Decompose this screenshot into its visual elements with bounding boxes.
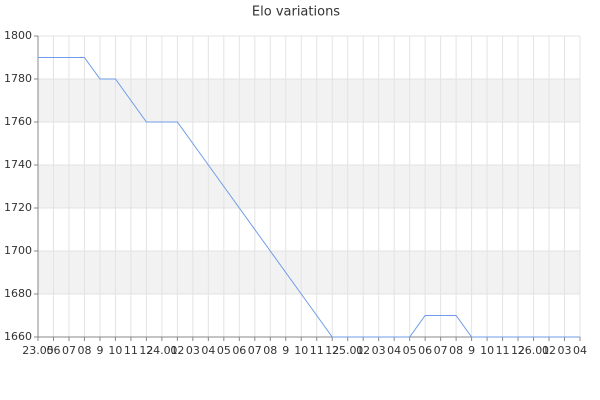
y-tick-label: 1720	[4, 201, 32, 214]
x-tick-label: 07	[62, 344, 76, 357]
grid-band	[38, 251, 580, 294]
x-tick-label: 9	[282, 344, 289, 357]
y-tick-label: 1680	[4, 287, 32, 300]
y-tick-label: 1780	[4, 72, 32, 85]
y-tick-label: 1760	[4, 115, 32, 128]
x-tick-label: 26.01	[518, 344, 550, 357]
x-tick-label: 04	[573, 344, 587, 357]
chart-title: Elo variations	[252, 5, 340, 20]
x-tick-label: 08	[263, 344, 277, 357]
x-tick-label: 08	[449, 344, 463, 357]
x-tick-label: 07	[248, 344, 262, 357]
x-tick-label: 04	[201, 344, 215, 357]
data-line	[38, 57, 580, 338]
x-tick-label: 10	[108, 344, 122, 357]
x-tick-label: 06	[418, 344, 432, 357]
y-tick-label: 1700	[4, 244, 32, 257]
x-tick-label: 11	[496, 344, 510, 357]
y-tick-label: 1660	[4, 330, 32, 343]
grid-band	[38, 165, 580, 208]
x-tick-label: 11	[124, 344, 138, 357]
x-tick-label: 05	[403, 344, 417, 357]
x-tick-label: 24.01	[146, 344, 178, 357]
y-tick-label: 1800	[4, 29, 32, 42]
x-tick-label: 06	[232, 344, 246, 357]
x-tick-label: 9	[96, 344, 103, 357]
x-tick-label: 02	[170, 344, 184, 357]
x-tick-label: 9	[468, 344, 475, 357]
x-tick-label: 23.05	[22, 344, 54, 357]
grid-band	[38, 79, 580, 122]
x-tick-label: 07	[434, 344, 448, 357]
x-tick-label: 06	[46, 344, 60, 357]
x-tick-label: 12	[325, 344, 339, 357]
x-tick-label: 04	[387, 344, 401, 357]
y-tick-label: 1740	[4, 158, 32, 171]
x-tick-label: 08	[77, 344, 91, 357]
x-tick-label: 02	[542, 344, 556, 357]
x-tick-label: 25.01	[332, 344, 364, 357]
x-tick-label: 03	[372, 344, 386, 357]
x-tick-label: 03	[558, 344, 572, 357]
x-tick-label: 02	[356, 344, 370, 357]
x-tick-label: 05	[217, 344, 231, 357]
x-tick-label: 11	[310, 344, 324, 357]
x-tick-label: 03	[186, 344, 200, 357]
x-tick-label: 10	[294, 344, 308, 357]
x-tick-label: 12	[139, 344, 153, 357]
x-tick-label: 12	[511, 344, 525, 357]
x-tick-label: 10	[480, 344, 494, 357]
